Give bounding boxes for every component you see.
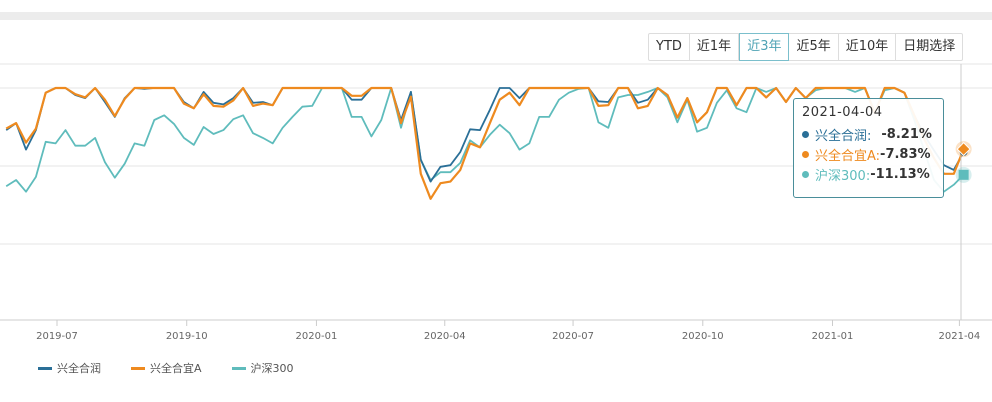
tooltip-series-value: -11.13% [870,166,930,182]
tooltip-row-xqhy: 兴全合宜A: -7.83% [802,144,935,164]
x-tick-label: 2020-10 [682,331,724,342]
range-button-group: YTD 近1年 近3年 近5年 近10年 日期选择 [648,33,964,61]
date-picker-button[interactable]: 日期选择 [903,39,956,54]
range-1y-button[interactable]: 近1年 [690,34,740,60]
point-marker-hs300-square [958,169,969,180]
legend-line-icon [231,366,246,370]
legend-label: 沪深300 [250,362,294,375]
x-tick-label: 2020-01 [296,331,338,342]
x-tick-label: 2021-01 [812,331,854,342]
legend-item-xqhy[interactable]: 兴全合宜A [131,360,202,376]
series-dot-icon [802,130,809,138]
range-10y-button[interactable]: 近10年 [839,34,897,60]
legend-item-hs300[interactable]: 沪深300 [231,360,294,376]
series-dot-icon [802,170,809,178]
range-ytd-button[interactable]: YTD [649,34,690,60]
chart-legend: 兴全合润 兴全合宜A 沪深300 [38,360,324,376]
tooltip-date: 2021-04-04 [802,105,883,120]
x-tick-label: 2019-10 [166,331,208,342]
legend-item-xqhr[interactable]: 兴全合润 [38,360,101,376]
x-tick-label: 2020-07 [552,331,594,342]
series-dot-icon [802,150,809,158]
tooltip-series-name: 兴全合宜A: [815,148,881,164]
tooltip-series-name: 沪深300: [815,168,871,184]
top-divider-band [0,12,992,20]
range-5y-button[interactable]: 近5年 [789,34,839,60]
chart-tooltip: 2021-04-04 兴全合润: -8.21% 兴全合宜A: -7.83% 沪深… [793,98,944,198]
tooltip-series-value: -8.21% [881,126,932,142]
x-tick-label: 2020-04 [424,331,466,342]
tooltip-series-value: -7.83% [880,146,931,162]
legend-label: 兴全合润 [57,362,101,375]
x-tick-label: 2019-07 [36,331,78,342]
point-marker-xqhy-diamond [956,142,971,157]
legend-label: 兴全合宜A [150,362,202,375]
tooltip-row-xqhr: 兴全合润: -8.21% [802,124,935,144]
legend-line-icon [131,366,145,370]
tooltip-row-hs300: 沪深300: -11.13% [802,164,935,184]
series-line-xqhy [5,86,965,200]
x-tick-label: 2021-04 [939,331,981,342]
legend-line-icon [38,366,52,370]
tooltip-series-name: 兴全合润: [815,128,872,144]
range-3y-button[interactable]: 近3年 [739,33,790,61]
